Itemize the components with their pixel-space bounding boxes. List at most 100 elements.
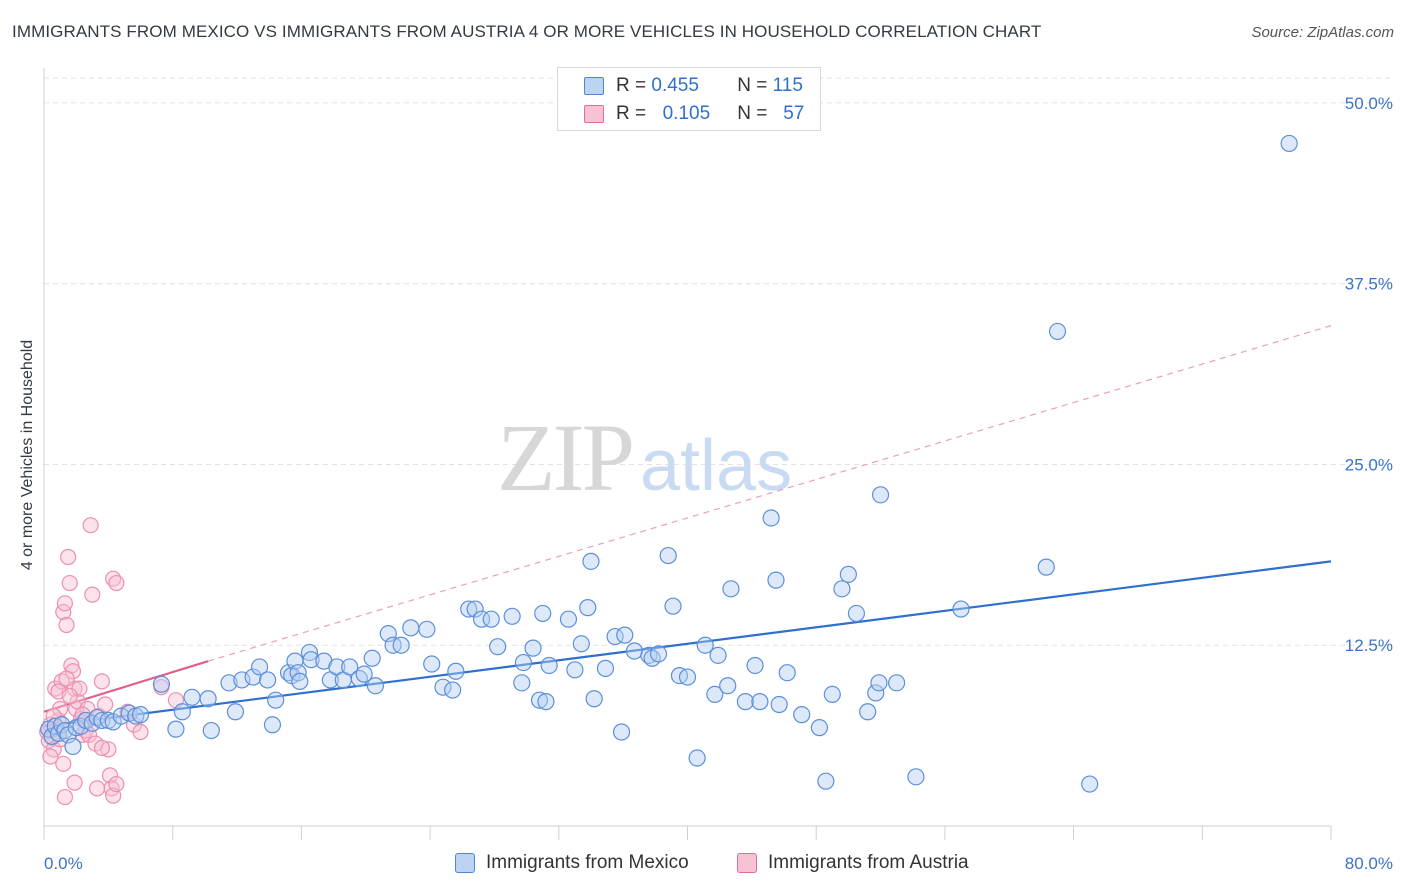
mexico-point (289, 664, 307, 682)
mexico-point (183, 688, 201, 706)
mexico-point (722, 580, 740, 598)
legend-r-value-austria: 0.105 (662, 103, 711, 124)
mexico-point (259, 671, 277, 689)
mexico-point (482, 610, 500, 628)
austria-point (93, 673, 111, 690)
mexico-point (688, 749, 706, 767)
axes (43, 68, 1332, 840)
mexico-point (88, 708, 106, 727)
mexico-point (460, 600, 478, 618)
series-label-mexico: Immigrants from Mexico (486, 852, 689, 873)
mexico-point (540, 656, 558, 675)
mexico-point (202, 721, 220, 740)
mexico-point (392, 636, 410, 654)
y-tick-label: 50.0% (1345, 94, 1393, 113)
mexico-point (1048, 322, 1067, 341)
mexico-point (585, 690, 603, 708)
mexico-point (291, 672, 309, 690)
mexico-point (664, 597, 682, 615)
x-tick-label: 0.0% (44, 854, 83, 873)
trend-lines (43, 325, 1332, 728)
austria-point (55, 755, 72, 772)
series-legend: Immigrants from Mexico Immigrants from A… (0, 852, 1406, 876)
series-swatch-austria (737, 853, 757, 873)
austria-point (61, 574, 78, 592)
austria-point (88, 780, 106, 797)
mexico-point (793, 706, 811, 724)
legend-swatch-austria (584, 105, 604, 123)
mexico-point (434, 678, 452, 696)
legend-row-austria: R = 0.105 N = 57 (584, 102, 804, 126)
mexico-point (466, 600, 484, 618)
mexico-point (64, 737, 82, 756)
mexico-point (1081, 775, 1099, 793)
mexico-point (847, 604, 866, 623)
mexico-point (625, 642, 644, 660)
series-label-austria: Immigrants from Austria (768, 852, 969, 873)
austria-point (61, 687, 78, 704)
austria-point (56, 595, 74, 612)
mexico-point (199, 690, 217, 708)
mexico-point (572, 635, 590, 653)
chart-title: IMMIGRANTS FROM MEXICO VS IMMIGRANTS FRO… (12, 22, 1042, 41)
mexico-point (226, 703, 245, 721)
mexico-point (649, 645, 668, 663)
correlation-legend: R = 0.455 N = 115 R = 0.105 N = 57 (557, 67, 821, 131)
y-tick-label: 25.0% (1345, 455, 1393, 474)
mexico-point (823, 685, 841, 704)
austria-point (108, 775, 125, 793)
y-tick-label: 12.5% (1345, 636, 1393, 655)
austria-point (42, 748, 59, 765)
legend-n-value-mexico: 115 (772, 75, 803, 96)
mexico-point (616, 626, 634, 644)
mexico-point (220, 674, 238, 692)
austria-point (93, 739, 111, 757)
mexico-point (250, 658, 269, 676)
mexico-points (40, 134, 1298, 793)
mexico-point (152, 675, 171, 693)
mexico-point (767, 571, 785, 589)
austria-point (66, 774, 83, 791)
mexico-point (1037, 558, 1055, 576)
mexico-point (131, 706, 150, 724)
mexico-point (300, 643, 319, 662)
mexico-point (888, 674, 906, 692)
watermark: ZIP atlas (497, 404, 792, 511)
mexico-point (503, 607, 521, 625)
austria-point (101, 767, 119, 784)
series-swatch-mexico (455, 853, 475, 873)
mexico-point (778, 664, 796, 682)
mexico-point (167, 720, 185, 738)
mexico-point (870, 674, 888, 692)
austria-point (53, 673, 70, 690)
mexico-point (952, 600, 970, 618)
mexico-point (770, 695, 788, 714)
mexico-point (444, 681, 462, 699)
mexico-point (1280, 134, 1298, 153)
mexico-point (751, 693, 769, 711)
mexico-point (746, 656, 764, 675)
legend-r-label: R = (616, 103, 647, 124)
mexico-point (659, 546, 677, 565)
mexico-point (173, 703, 191, 721)
mexico-point (263, 716, 282, 734)
mexico-point (719, 677, 737, 695)
series-legend-austria: Immigrants from Austria (737, 852, 969, 874)
mexico-point (817, 772, 835, 790)
austria-point (82, 517, 99, 534)
mexico-point (736, 693, 755, 711)
austria-point (56, 788, 74, 806)
mexico-point (233, 671, 251, 689)
mexico-point (867, 684, 885, 702)
legend-row-mexico: R = 0.455 N = 115 (584, 74, 803, 98)
mexico-point (418, 620, 436, 638)
series-legend-mexico: Immigrants from Mexico (455, 852, 689, 874)
source-note: Source: ZipAtlas.com (1251, 24, 1394, 41)
watermark-zip: ZIP (497, 404, 632, 511)
legend-r-label: R = (616, 75, 647, 96)
austria-point (84, 586, 101, 603)
mexico-point (341, 658, 359, 676)
gridlines (44, 77, 1391, 646)
mexico-point (366, 677, 385, 695)
mexico-point (530, 691, 549, 709)
